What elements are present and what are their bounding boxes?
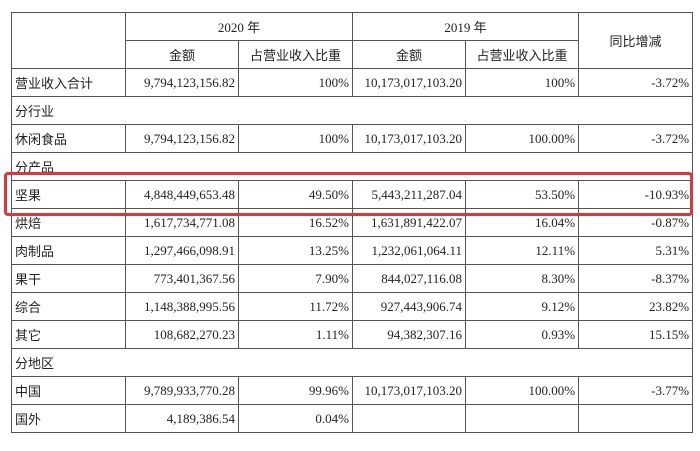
header-cell: 金额	[125, 40, 239, 69]
section-row: 分产品	[10, 152, 694, 181]
cell	[578, 404, 694, 433]
data-row: 坚果 4,848,449,653.48 49.50% 5,443,211,287.04…	[11, 180, 694, 209]
data-row: 休闲食品 9,794,123,156.82 100% 10,173,017,103.2…	[11, 124, 694, 153]
row-label: 其它	[11, 320, 126, 349]
cell: 53.50%	[465, 180, 580, 209]
header-row: 2020 年 2019 年 同比增减	[11, 12, 694, 69]
cell: 0.93%	[465, 320, 580, 349]
table-body: 2020 年 2019 年 同比增减 金额 占营业收入比重 金额 占营业收入比重…	[10, 12, 694, 433]
cell: -10.93%	[578, 180, 694, 209]
cell: 49.50%	[237, 180, 354, 209]
cell: 5,443,211,287.04	[352, 180, 467, 209]
cell: 15.15%	[578, 320, 694, 349]
cell: -0.87%	[578, 208, 694, 237]
cell: 5.31%	[578, 236, 694, 265]
data-row: 营业收入合计 9,794,123,156.82 100% 10,173,017,103…	[11, 68, 694, 97]
cell: 9,789,933,770.28	[125, 376, 239, 405]
cell: 1,631,891,422.07	[352, 208, 467, 237]
data-row: 烘焙 1,617,734,771.08 16.52% 1,631,891,422.07…	[11, 208, 694, 237]
cell: 773,401,367.56	[125, 264, 239, 293]
income-table: 2020 年 2019 年 同比增减 金额 占营业收入比重 金额 占营业收入比重…	[10, 12, 694, 433]
cell: 23.82%	[578, 292, 694, 321]
cell: 100.00%	[465, 124, 580, 153]
cell: 927,443,906.74	[352, 292, 467, 321]
row-label: 果干	[11, 264, 126, 293]
row-label: 中国	[11, 376, 126, 405]
row-label: 肉制品	[11, 236, 126, 265]
header-cell: 金额	[352, 40, 467, 69]
cell: 1,148,388,995.56	[125, 292, 239, 321]
cell: 9.12%	[465, 292, 580, 321]
cell: 10,173,017,103.20	[352, 376, 467, 405]
header-cell: 2020 年	[124, 12, 354, 41]
header-cell: 占营业收入比重	[237, 40, 354, 69]
cell: 4,189,386.54	[125, 404, 239, 433]
row-label: 营业收入合计	[11, 68, 126, 97]
row-label: 烘焙	[11, 208, 126, 237]
data-row: 其它 108,682,270.23 1.11% 94,382,307.16 0.93% 1…	[11, 320, 694, 349]
data-row: 综合 1,148,388,995.56 11.72% 927,443,906.74 9.…	[11, 292, 694, 321]
section-row: 分地区	[10, 348, 694, 377]
cell: 8.30%	[465, 264, 580, 293]
cell: 13.25%	[237, 236, 354, 265]
row-label: 分地区	[10, 348, 694, 377]
data-row: 肉制品 1,297,466,098.91 13.25% 1,232,061,064.1…	[11, 236, 694, 265]
cell: 1,617,734,771.08	[125, 208, 239, 237]
row-label: 坚果	[11, 180, 126, 209]
cell: 9,794,123,156.82	[125, 68, 239, 97]
section-row: 分行业	[10, 96, 694, 125]
data-row: 国外 4,189,386.54 0.04%	[11, 404, 694, 433]
row-label: 国外	[11, 404, 126, 433]
cell: 99.96%	[237, 376, 354, 405]
cell: 0.04%	[237, 404, 354, 433]
cell: 1,232,061,064.11	[352, 236, 467, 265]
cell: 1,297,466,098.91	[125, 236, 239, 265]
header-cell: 同比增减	[578, 12, 694, 69]
header-cell	[11, 12, 126, 69]
cell: 4,848,449,653.48	[125, 180, 239, 209]
cell: 16.04%	[465, 208, 580, 237]
data-row: 中国 9,789,933,770.28 99.96% 10,173,017,103.2…	[11, 376, 694, 405]
cell: 7.90%	[237, 264, 354, 293]
cell: 10,173,017,103.20	[352, 124, 467, 153]
cell	[465, 404, 580, 433]
cell: 16.52%	[237, 208, 354, 237]
cell	[352, 404, 467, 433]
cell: 1.11%	[237, 320, 354, 349]
cell: 9,794,123,156.82	[125, 124, 239, 153]
header-row: 金额 占营业收入比重 金额 占营业收入比重	[12, 40, 693, 69]
row-label: 综合	[11, 292, 126, 321]
cell: -3.77%	[578, 376, 694, 405]
cell: 100%	[237, 124, 354, 153]
cell: 10,173,017,103.20	[352, 68, 467, 97]
cell: 844,027,116.08	[352, 264, 467, 293]
cell: 108,682,270.23	[125, 320, 239, 349]
row-label: 分行业	[10, 96, 694, 125]
header-cell: 2019 年	[352, 12, 580, 41]
row-label: 分产品	[10, 152, 694, 181]
cell: 100%	[465, 68, 580, 97]
cell: 100%	[237, 68, 354, 97]
header-cell: 占营业收入比重	[465, 40, 580, 69]
cell: -8.37%	[578, 264, 694, 293]
cell: 12.11%	[465, 236, 580, 265]
cell: -3.72%	[578, 124, 694, 153]
row-label: 休闲食品	[11, 124, 126, 153]
cell: 100.00%	[465, 376, 580, 405]
data-row: 果干 773,401,367.56 7.90% 844,027,116.08 8.30%…	[11, 264, 694, 293]
cell: 94,382,307.16	[352, 320, 467, 349]
cell: 11.72%	[237, 292, 354, 321]
cell: -3.72%	[578, 68, 694, 97]
